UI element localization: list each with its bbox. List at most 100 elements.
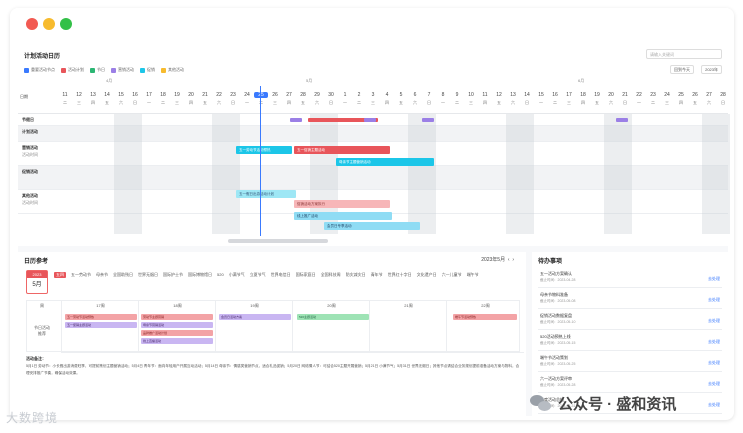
schedule-event[interactable]: 会员日活动方案: [219, 314, 291, 320]
holiday-tag[interactable]: 520: [217, 272, 224, 277]
activity-bar[interactable]: 五一促销主题活动: [294, 146, 390, 154]
holiday-marker[interactable]: [616, 118, 628, 122]
day-cell[interactable]: 14 日: [520, 84, 534, 114]
todo-item[interactable]: 促销活动数据复盘 截止时间：2023-05-10 去处理: [538, 310, 722, 330]
activity-bar[interactable]: 五一劳动节活动预热: [236, 146, 292, 154]
holiday-tag[interactable]: 国际家庭日: [295, 272, 316, 277]
chevron-right-icon[interactable]: ›: [510, 257, 514, 263]
holiday-tag[interactable]: 六一儿童节: [441, 272, 462, 277]
day-cell[interactable]: 19 三: [170, 84, 184, 114]
holiday-tag[interactable]: 母亲节: [96, 272, 108, 277]
holiday-marker[interactable]: [422, 118, 434, 122]
day-cell[interactable]: 15 六: [114, 84, 128, 114]
holiday-tag[interactable]: 小满节气: [228, 272, 245, 277]
day-cell[interactable]: 11 二: [58, 84, 72, 114]
schedule-event[interactable]: 母亲节营销活动: [141, 322, 213, 328]
holiday-marker[interactable]: [308, 118, 378, 122]
day-cell[interactable]: 12 三: [72, 84, 86, 114]
holiday-tag[interactable]: 国际博物馆日: [188, 272, 212, 277]
day-cell[interactable]: 11 四: [478, 84, 492, 114]
todo-item[interactable]: 五一活动方案确认 截止时间：2023-04-28 去处理: [538, 268, 722, 288]
day-cell[interactable]: 20 六: [604, 84, 618, 114]
holiday-tag[interactable]: 防灾减灾日: [345, 272, 366, 277]
holiday-tag[interactable]: 世界电信日: [270, 272, 291, 277]
day-cell[interactable]: 15 一: [534, 84, 548, 114]
day-cell[interactable]: 20 四: [184, 84, 198, 114]
holiday-tag[interactable]: 端午节: [466, 272, 479, 277]
year-select[interactable]: 2023年: [701, 65, 722, 74]
horizontal-scrollbar[interactable]: [228, 239, 328, 243]
day-cell[interactable]: 28 五: [296, 84, 310, 114]
close-window-button[interactable]: [26, 18, 38, 30]
day-cell[interactable]: 23 二: [646, 84, 660, 114]
holiday-tag[interactable]: 国际护士节: [163, 272, 183, 277]
holiday-tag[interactable]: 青年节: [370, 272, 383, 277]
maximize-window-button[interactable]: [60, 18, 72, 30]
todo-item[interactable]: 母亲节物料准备 截止时间：2023-05-08 去处理: [538, 289, 722, 309]
schedule-event[interactable]: 五一劳动节活动预热: [65, 314, 137, 320]
day-cell[interactable]: 25 二: [254, 84, 268, 114]
day-cell[interactable]: 21 五: [198, 84, 212, 114]
day-cell[interactable]: 23 日: [226, 84, 240, 114]
day-cell[interactable]: 28 日: [716, 84, 730, 114]
day-cell[interactable]: 26 三: [268, 84, 282, 114]
day-cell[interactable]: 16 日: [128, 84, 142, 114]
day-cell[interactable]: 18 二: [156, 84, 170, 114]
activity-bar[interactable]: 母亲节主题营销活动: [336, 158, 434, 166]
holiday-tag[interactable]: 全国助残日: [113, 272, 133, 277]
day-cell[interactable]: 10 三: [464, 84, 478, 114]
day-cell[interactable]: 22 六: [212, 84, 226, 114]
todo-item[interactable]: 月度活动总结 截止时间：2023-05-31 去处理: [538, 394, 722, 414]
search-input[interactable]: 请输入关键词: [646, 49, 722, 59]
day-cell[interactable]: 22 一: [632, 84, 646, 114]
holiday-tag[interactable]: 五四: [54, 272, 66, 278]
schedule-event[interactable]: 五一促销主题活动: [65, 322, 137, 328]
day-cell[interactable]: 29 六: [310, 84, 324, 114]
activity-bar[interactable]: 会员日专享活动: [324, 222, 420, 230]
holiday-tag[interactable]: 世界红十字日: [387, 272, 412, 277]
day-cell[interactable]: 24 一: [240, 84, 254, 114]
todo-item-action[interactable]: 去处理: [708, 318, 720, 323]
schedule-event[interactable]: 劳动节主题营销: [141, 314, 213, 320]
todo-item-action[interactable]: 去处理: [708, 297, 720, 302]
day-cell[interactable]: 12 五: [492, 84, 506, 114]
todo-item[interactable]: 六一活动方案评审 截止时间：2023-05-28 去处理: [538, 373, 722, 393]
day-cell[interactable]: 26 五: [688, 84, 702, 114]
schedule-event[interactable]: 端午节活动预热: [453, 314, 517, 320]
schedule-event[interactable]: 520主题活动: [297, 314, 369, 320]
legend-item[interactable]: 重要活动节点: [24, 67, 55, 73]
activity-bar[interactable]: 促销活动方案执行: [294, 200, 390, 208]
minimize-window-button[interactable]: [43, 18, 55, 30]
holiday-tag[interactable]: 五一劳动节: [71, 272, 91, 277]
legend-item[interactable]: 促销: [140, 67, 155, 73]
activity-bar[interactable]: 线上推广活动: [294, 212, 392, 220]
day-cell[interactable]: 24 三: [660, 84, 674, 114]
holiday-tag[interactable]: 全国科技周: [320, 272, 341, 277]
day-cell[interactable]: 27 六: [702, 84, 716, 114]
todo-item-action[interactable]: 去处理: [708, 381, 720, 386]
holiday-tag[interactable]: 文化遗产日: [416, 272, 437, 277]
day-cell[interactable]: 18 四: [576, 84, 590, 114]
today-button[interactable]: 回到今天: [670, 65, 694, 74]
chevron-left-icon[interactable]: ‹: [506, 257, 510, 263]
legend-item[interactable]: 营销活动: [111, 67, 134, 73]
activity-bar[interactable]: 五一假日出游活动计划: [236, 190, 296, 198]
todo-item-action[interactable]: 去处理: [708, 402, 720, 407]
day-cell[interactable]: 19 五: [590, 84, 604, 114]
day-cell[interactable]: 25 四: [674, 84, 688, 114]
todo-item-action[interactable]: 去处理: [708, 339, 720, 344]
legend-item[interactable]: 节日: [90, 67, 105, 73]
month-selector[interactable]: 2023年5月 ‹ ›: [481, 256, 514, 263]
schedule-event[interactable]: 品牌推广活动计划: [141, 330, 213, 336]
day-cell[interactable]: 17 三: [562, 84, 576, 114]
todo-item-action[interactable]: 去处理: [708, 276, 720, 281]
holiday-tag[interactable]: 世界无烟日: [138, 272, 158, 277]
todo-item[interactable]: 端午节活动策划 截止时间：2023-05-25 去处理: [538, 352, 722, 372]
